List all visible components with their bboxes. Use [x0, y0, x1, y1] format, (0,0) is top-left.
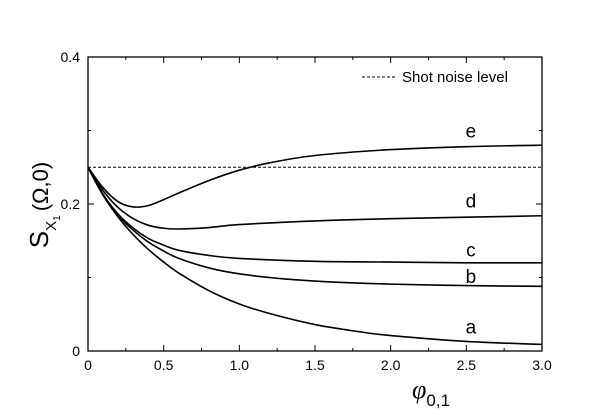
curve-d: [87, 166, 543, 230]
curve-label-e: e: [466, 122, 477, 143]
x-axis-label: φ0,1: [412, 375, 450, 410]
x-tick-label: 3.0: [532, 357, 552, 373]
y-tick-label: 0: [72, 343, 80, 359]
x-tick-label: 0: [84, 357, 92, 373]
curve-label-d: d: [466, 191, 477, 212]
legend-label: Shot noise level: [402, 69, 508, 86]
y-tick-label: 0.2: [61, 196, 81, 212]
curve-b: [87, 166, 543, 288]
x-tick-label: 1.0: [230, 357, 250, 373]
x-axis-label-sub: 0,1: [426, 391, 450, 410]
curve-label-a: a: [466, 318, 477, 339]
curve-a: [87, 166, 543, 346]
axis-ticks: 0 0.5 1.0 1.5 2.0 2.5 3.0 0 0.2 0.4: [61, 49, 552, 373]
y-tick-label: 0.4: [61, 49, 81, 65]
curves: a bc d e: [87, 122, 543, 346]
y-axis-label: SX1 (Ω,0): [24, 162, 63, 248]
legend: Shot noise level: [362, 69, 508, 86]
x-tick-label: 2.0: [381, 357, 401, 373]
x-tick-label: 2.5: [457, 357, 477, 373]
x-tick-label: 0.5: [154, 357, 174, 373]
curve-c: [87, 166, 543, 264]
y-axis-label-subsub: 1: [52, 215, 63, 221]
curve-label-b: b: [466, 267, 477, 288]
y-axis-label-symbol: S: [24, 231, 54, 248]
y-axis-label-sub: X: [43, 221, 60, 231]
curve-e: [87, 144, 543, 208]
x-tick-label: 1.5: [305, 357, 325, 373]
x-axis-label-symbol: φ: [412, 375, 426, 404]
curve-label-c: c: [466, 241, 476, 262]
y-axis-label-arg: (Ω,0): [28, 162, 53, 211]
